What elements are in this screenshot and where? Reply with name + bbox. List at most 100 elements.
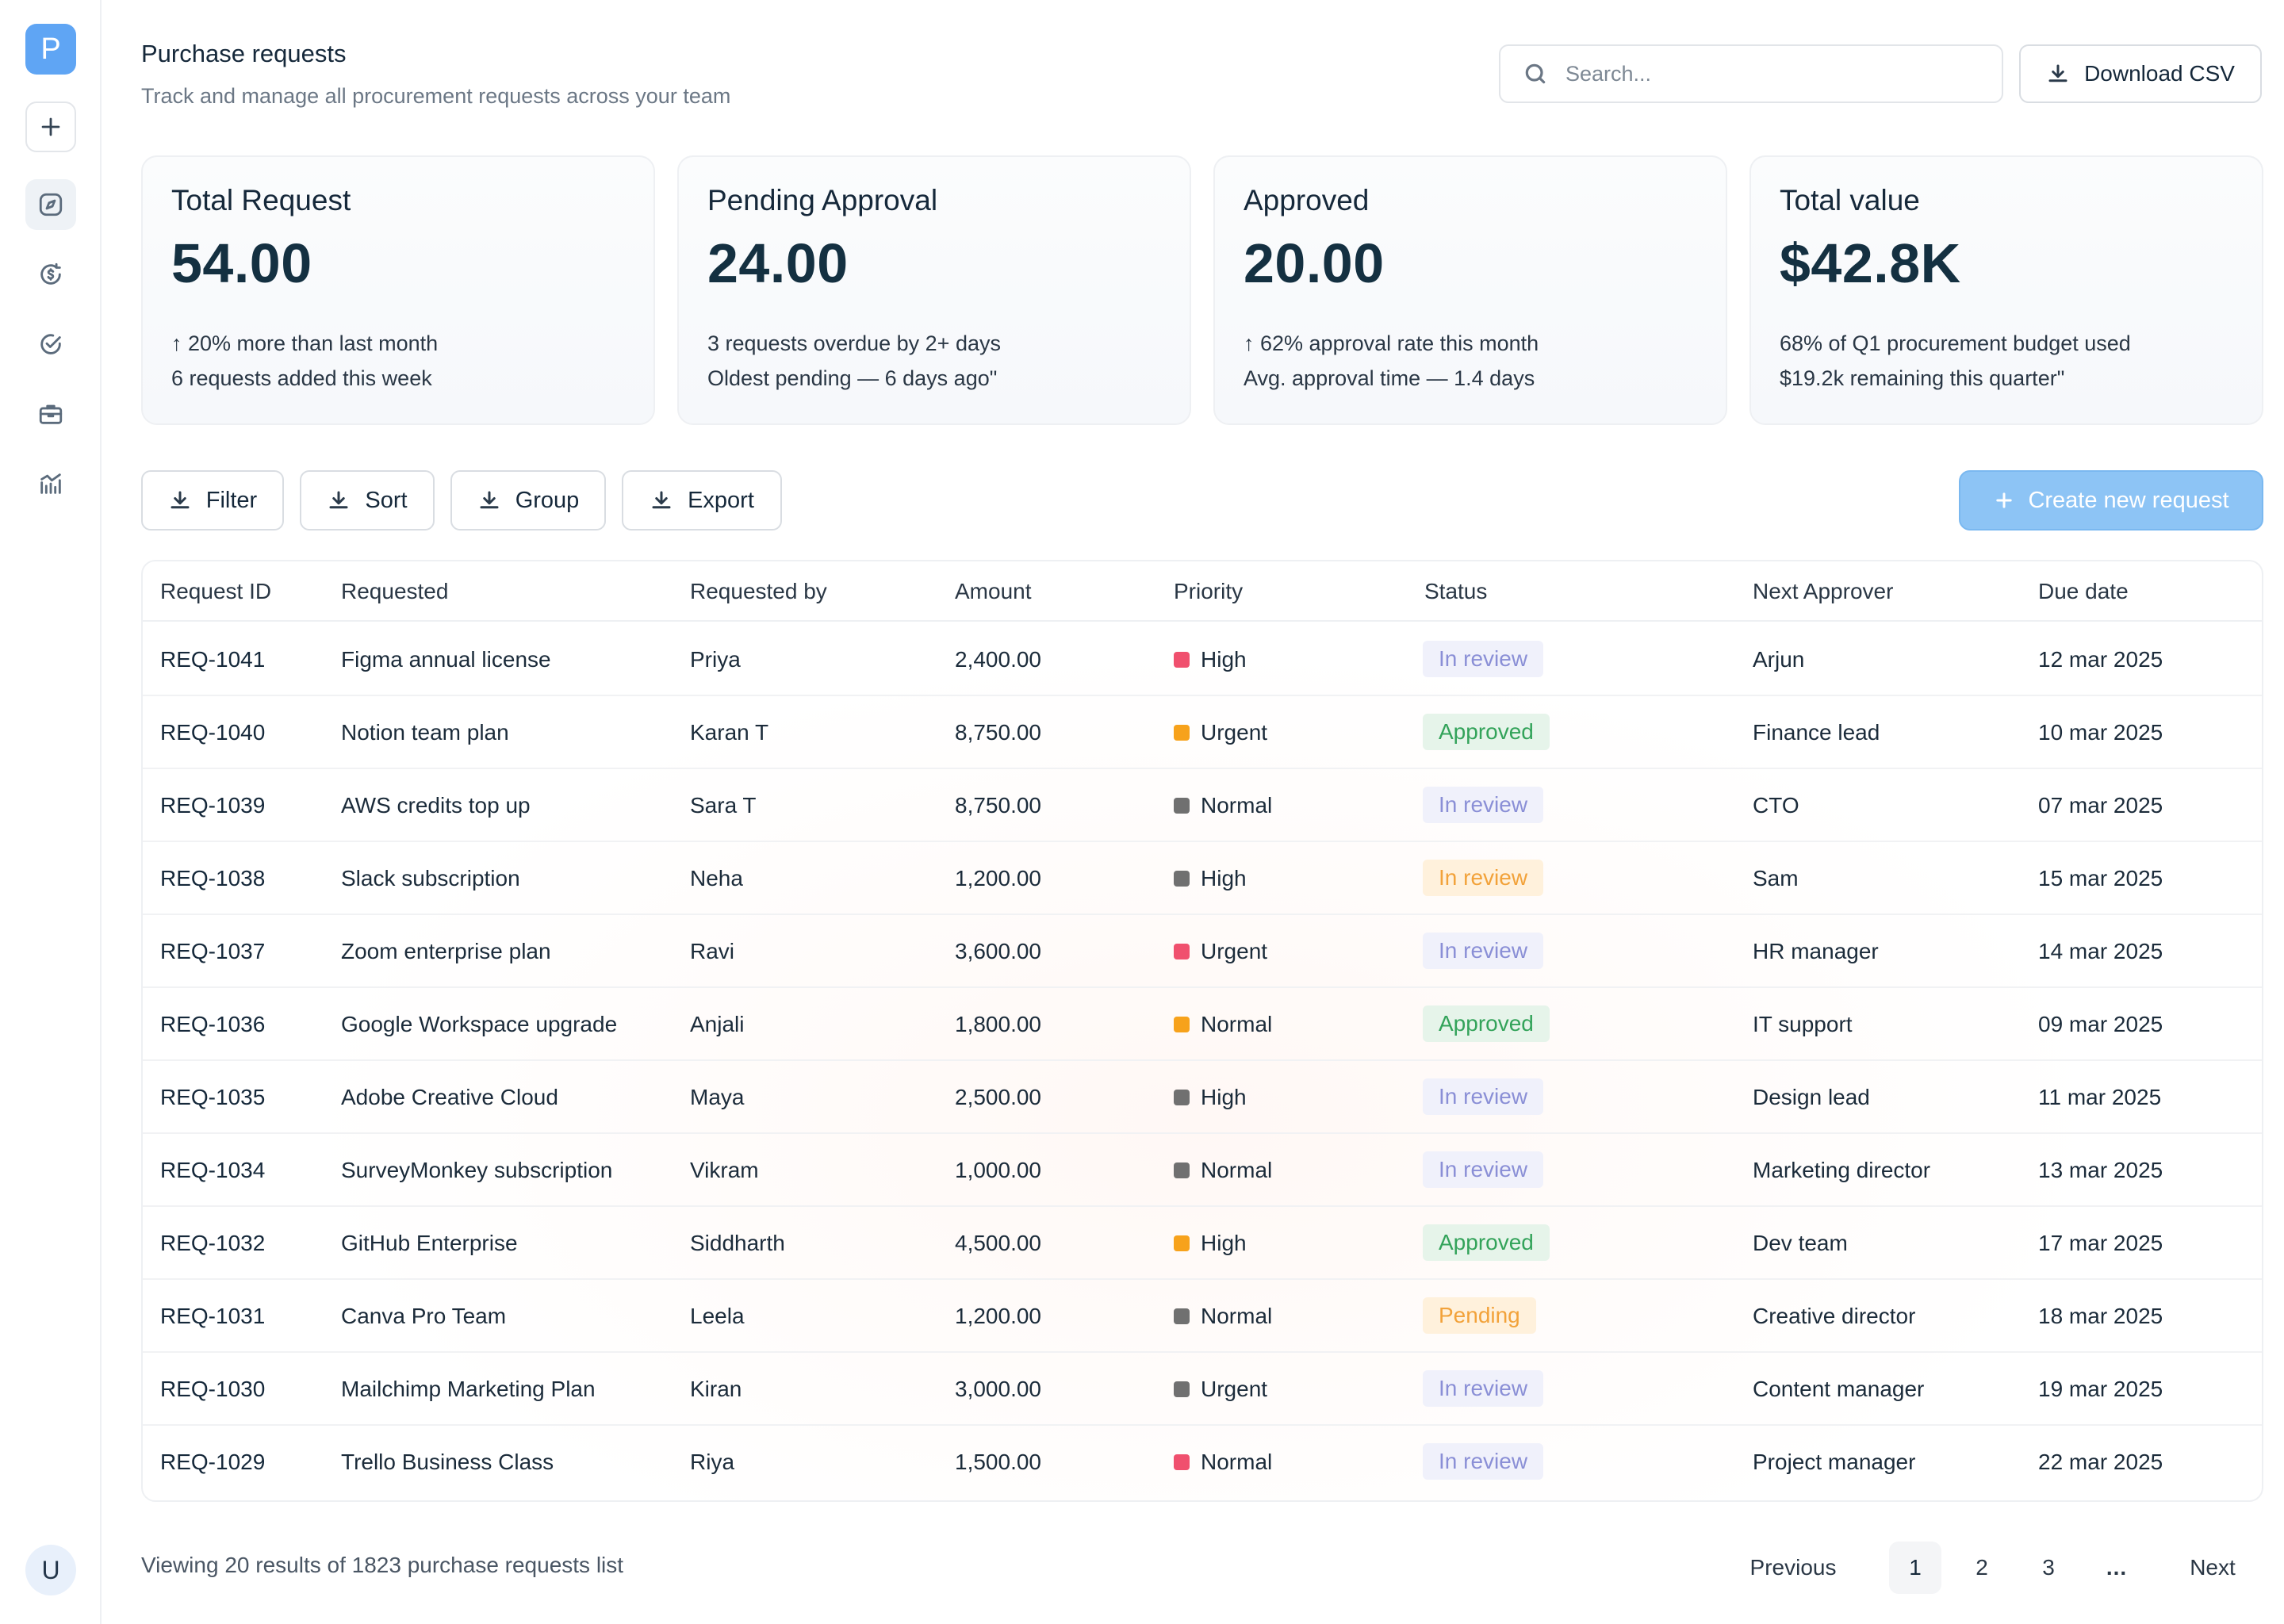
page-1-button[interactable]: 1	[1889, 1542, 1941, 1594]
col-amount[interactable]: Amount	[955, 579, 1032, 603]
requested-item: Google Workspace upgrade	[341, 1012, 618, 1036]
page-3-button[interactable]: 3	[2042, 1555, 2055, 1580]
search-placeholder: Search...	[1565, 61, 1652, 86]
sort-button[interactable]: Sort	[300, 470, 435, 530]
requested-item: Notion team plan	[341, 720, 509, 745]
table-row[interactable]: REQ-1029 Trello Business Class Riya 1,500.0…	[143, 1426, 2262, 1499]
requested-item: Slack subscription	[341, 866, 520, 891]
download-csv-button[interactable]: Download CSV	[2019, 44, 2262, 103]
compass-icon	[39, 193, 63, 216]
requested-by: Leela	[690, 1304, 745, 1328]
page-2-button[interactable]: 2	[1976, 1555, 1988, 1580]
priority-label: Urgent	[1201, 720, 1268, 745]
due-date: 11 mar 2025	[2038, 1085, 2162, 1109]
priority: Normal	[1174, 793, 1272, 818]
sidebar-item-approvals[interactable]	[25, 319, 76, 370]
sidebar-item-explore[interactable]	[25, 179, 76, 230]
col-priority[interactable]: Priority	[1174, 579, 1244, 603]
stat-value: 20.00	[1244, 232, 1385, 294]
stat-value: 24.00	[707, 232, 849, 294]
status-badge: Approved	[1423, 1005, 1550, 1042]
next-approver: Arjun	[1753, 647, 1805, 672]
table-row[interactable]: REQ-1038 Slack subscription Neha 1,200.00 Hi…	[143, 842, 2262, 915]
sidebar-item-vendors[interactable]	[25, 389, 76, 439]
search-input[interactable]: Search...	[1499, 44, 2003, 103]
priority-label: Urgent	[1201, 1377, 1268, 1401]
col-requested[interactable]: Requested	[341, 579, 449, 603]
next-approver: Design lead	[1753, 1085, 1870, 1109]
next-approver: HR manager	[1753, 939, 1879, 963]
due-date: 09 mar 2025	[2038, 1012, 2163, 1036]
sidebar: P U	[0, 0, 102, 1624]
app-logo[interactable]: P	[25, 24, 76, 75]
export-button[interactable]: Export	[622, 470, 782, 530]
status-badge: In review	[1423, 860, 1544, 896]
priority-label: High	[1201, 1085, 1247, 1109]
col-next-approver[interactable]: Next Approver	[1753, 579, 1894, 603]
sidebar-item-reports[interactable]	[25, 458, 76, 509]
requested-item: AWS credits top up	[341, 793, 531, 818]
group-button[interactable]: Group	[450, 470, 606, 530]
priority-dot-icon	[1174, 798, 1190, 814]
next-page-button[interactable]: Next	[2190, 1555, 2236, 1580]
group-label: Group	[515, 487, 580, 513]
request-id: REQ-1037	[160, 939, 266, 963]
priority-dot-icon	[1174, 1017, 1190, 1032]
col-requested-by[interactable]: Requested by	[690, 579, 827, 603]
priority-dot-icon	[1174, 944, 1190, 959]
due-date: 07 mar 2025	[2038, 793, 2163, 818]
download-icon	[2048, 64, 2067, 82]
next-approver: Content manager	[1753, 1377, 1925, 1401]
table-row[interactable]: REQ-1041 Figma annual license Priya 2,400.0…	[143, 623, 2262, 696]
avatar-letter: U	[41, 1555, 60, 1584]
requested-by: Vikram	[690, 1158, 759, 1182]
table-row[interactable]: REQ-1032 GitHub Enterprise Siddharth 4,500.…	[143, 1207, 2262, 1280]
request-id: REQ-1034	[160, 1158, 266, 1182]
table-row[interactable]: REQ-1037 Zoom enterprise plan Ravi 3,600.00…	[143, 915, 2262, 988]
priority-dot-icon	[1174, 652, 1190, 668]
table-row[interactable]: REQ-1031 Canva Pro Team Leela 1,200.00 Norma…	[143, 1280, 2262, 1353]
create-label: Create new request	[2028, 487, 2229, 513]
create-new-request-button[interactable]: Create new request	[1959, 470, 2263, 530]
amount: 1,000.00	[955, 1158, 1041, 1182]
table-row[interactable]: REQ-1035 Adobe Creative Cloud Maya 2,500.00…	[143, 1061, 2262, 1134]
requested-by: Neha	[690, 866, 743, 891]
amount: 8,750.00	[955, 793, 1041, 818]
more-pages-ellipsis[interactable]: ...	[2106, 1555, 2128, 1580]
col-due-date[interactable]: Due date	[2038, 579, 2129, 603]
next-approver: Finance lead	[1753, 720, 1880, 745]
requested-by: Ravi	[690, 939, 735, 963]
requested-by: Siddharth	[690, 1231, 785, 1255]
table-row[interactable]: REQ-1039 AWS credits top up Sara T 8,750.00…	[143, 769, 2262, 842]
sidebar-item-payments[interactable]	[25, 249, 76, 300]
amount: 1,200.00	[955, 866, 1041, 891]
priority: Urgent	[1174, 939, 1267, 964]
user-avatar[interactable]: U	[25, 1545, 76, 1595]
filter-button[interactable]: Filter	[141, 470, 284, 530]
requested-item: Zoom enterprise plan	[341, 939, 551, 963]
previous-page-button[interactable]: Previous	[1749, 1555, 1837, 1580]
requested-item: Adobe Creative Cloud	[341, 1085, 558, 1109]
stat-label: Pending Approval	[707, 184, 938, 216]
table-row[interactable]: REQ-1040 Notion team plan Karan T 8,750.00 U…	[143, 696, 2262, 769]
status-badge: In review	[1423, 787, 1544, 823]
requested-by: Karan T	[690, 720, 769, 745]
table-row[interactable]: REQ-1030 Mailchimp Marketing Plan Kiran 3,0…	[143, 1353, 2262, 1426]
chart-icon	[40, 473, 61, 494]
request-id: REQ-1031	[160, 1304, 266, 1328]
stat-label: Total Request	[171, 184, 351, 216]
priority-label: Normal	[1201, 1012, 1273, 1036]
stat-card-total-request: Total Request 54.00 ↑ 20% more than last…	[141, 155, 655, 425]
download-icon	[329, 491, 348, 509]
priority-label: High	[1201, 866, 1247, 891]
status-badge: Pending	[1423, 1297, 1536, 1334]
amount: 3,000.00	[955, 1377, 1041, 1401]
request-id: REQ-1035	[160, 1085, 266, 1109]
add-button[interactable]	[25, 102, 76, 152]
table-row[interactable]: REQ-1036 Google Workspace upgrade Anjali 1,…	[143, 988, 2262, 1061]
table-row[interactable]: REQ-1034 SurveyMonkey subscription Vikram 1…	[143, 1134, 2262, 1207]
due-date: 22 mar 2025	[2038, 1450, 2163, 1474]
col-status[interactable]: Status	[1424, 579, 1488, 603]
priority-dot-icon	[1174, 1162, 1190, 1178]
col-request-id[interactable]: Request ID	[160, 579, 272, 603]
